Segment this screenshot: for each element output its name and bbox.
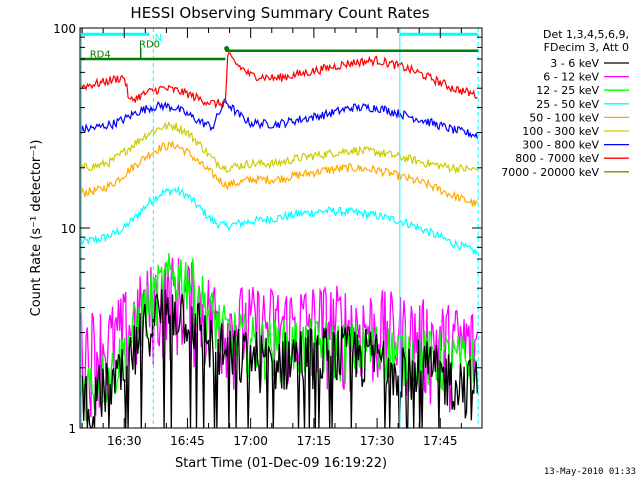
x-axis: 16:30 16:45 17:00 17:15 17:30 17:45 [81, 28, 462, 448]
x-tick-label: 16:45 [170, 434, 205, 448]
series-300-800-kev-line [80, 98, 478, 139]
x-tick-label: 17:45 [423, 434, 458, 448]
y-tick-label: 10 [61, 222, 76, 236]
legend-entry-label: 3 - 6 keV [550, 57, 599, 70]
y-axis-label: Count Rate (s⁻¹ detector⁻¹) [29, 140, 44, 317]
legend-entry-label: 7000 - 20000 keV [501, 166, 599, 179]
legend-header-line-2: FDecim 3, Att 0 [544, 41, 629, 54]
legend: Det 1,3,4,5,6,9, FDecim 3, Att 0 3 - 6 k… [501, 28, 629, 179]
legend-header-line-1: Det 1,3,4,5,6,9, [543, 28, 629, 41]
series-800-7000-kev-line [80, 52, 478, 110]
x-tick-label: 16:30 [107, 434, 142, 448]
series-50-100-kev-line [80, 141, 478, 207]
chart-title: HESSI Observing Summary Count Rates [130, 4, 429, 22]
annotation-rd0: RD0 [139, 39, 160, 50]
y-axis: 1 10 100 [53, 22, 482, 436]
x-axis-label: Start Time (01-Dec-09 16:19:22) [175, 456, 387, 471]
annotation-rd4: RD4 [90, 50, 111, 61]
legend-entry-label: 50 - 100 keV [529, 111, 599, 124]
x-tick-label: 17:15 [297, 434, 332, 448]
y-tick-label: 1 [68, 422, 76, 436]
y-tick-label: 100 [53, 22, 76, 36]
x-tick-label: 17:00 [233, 434, 268, 448]
legend-entry-label: 100 - 300 keV [522, 125, 599, 138]
plot-data-layer [80, 52, 478, 429]
legend-entry-label: 25 - 50 keV [536, 98, 599, 111]
series-3-6-kev-line [81, 289, 478, 429]
footer-timestamp: 13-May-2010 01:33 [544, 467, 636, 477]
annotation-n: N [155, 33, 162, 44]
rd-dot [224, 45, 230, 51]
legend-entry-label: 12 - 25 keV [536, 84, 599, 97]
series-100-300-kev-line [80, 120, 478, 175]
x-tick-label: 17:30 [360, 434, 395, 448]
legend-entry-label: 300 - 800 keV [522, 139, 599, 152]
legend-entry-label: 800 - 7000 keV [515, 152, 599, 165]
series-25-50-kev-line [80, 185, 478, 255]
legend-entry-label: 6 - 12 keV [543, 71, 599, 84]
